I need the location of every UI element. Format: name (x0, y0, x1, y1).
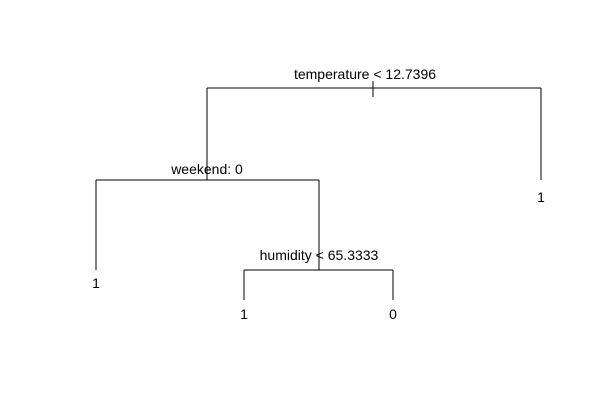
node-humidity: humidity < 65.3333 (243, 247, 394, 300)
leaf-temperature-right: 1 (537, 189, 545, 205)
node-root: temperature < 12.7396 (206, 66, 542, 180)
leaf-weekend-left: 1 (92, 275, 100, 291)
root-split-label: temperature < 12.7396 (294, 66, 436, 82)
humidity-split-label: humidity < 65.3333 (260, 247, 379, 263)
leaf-humidity-right: 0 (389, 306, 397, 322)
weekend-split-label: weekend: 0 (170, 161, 243, 177)
leaf-humidity-left: 1 (240, 306, 248, 322)
node-weekend: weekend: 0 (95, 161, 320, 270)
